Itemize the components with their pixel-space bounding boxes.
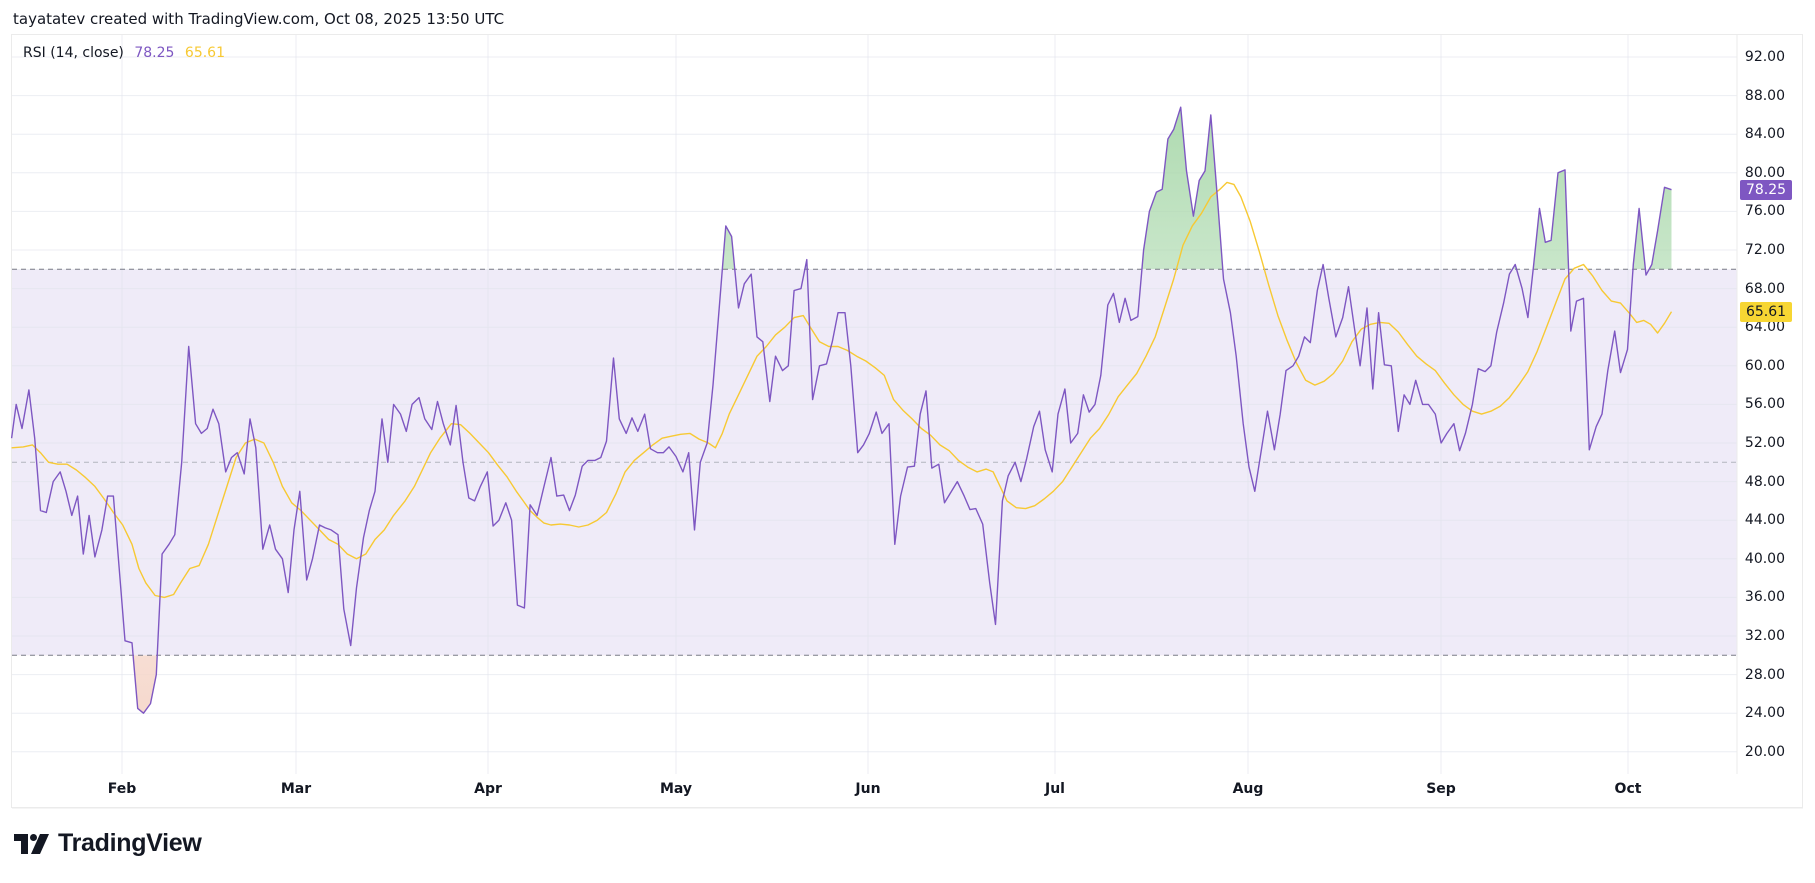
y-tick-label: 28.00 [1744,666,1785,683]
x-tick-label: Feb [107,781,137,797]
x-tick-label: May [659,781,693,797]
ma-last-value-tag: 65.61 [1740,301,1792,322]
y-tick-label: 56.00 [1744,396,1785,413]
y-tick-label: 40.00 [1744,550,1785,567]
tradingview-logo-icon [14,833,49,854]
y-tick-label: 64.00 [1744,319,1785,336]
indicator-legend[interactable]: RSI (14, close) 78.25 65.61 [23,45,225,61]
x-tick-label: Mar [280,781,312,797]
y-tick-label: 84.00 [1744,126,1785,143]
y-tick-label: 44.00 [1744,512,1785,529]
legend-title: RSI (14, close) [23,45,124,61]
y-tick-label: 20.00 [1744,743,1785,760]
rsi-band-fill [12,269,1737,656]
x-tick-label: Apr [474,781,502,797]
y-tick-label: 52.00 [1744,435,1785,451]
x-tick-label: Aug [1232,781,1264,797]
rsi-line[interactable] [10,106,1672,714]
x-tick-label: Oct [1614,781,1642,797]
x-tick-label: Jul [1045,781,1065,797]
y-tick-label: 24.00 [1744,705,1785,722]
x-tick-label: Sep [1426,781,1456,797]
attribution-header: tayatatev created with TradingView.com, … [13,10,505,28]
rsi-last-value-tag: 78.25 [1740,179,1792,200]
y-tick-label: 88.00 [1744,87,1785,104]
legend-rsi-value: 78.25 [134,45,175,61]
y-tick-label: 92.00 [1744,49,1785,65]
y-tick-label: 76.00 [1744,203,1785,220]
x-tick-label: Jun [855,781,881,797]
y-tick-label: 68.00 [1744,280,1785,297]
y-tick-label: 48.00 [1744,473,1785,490]
legend-ma-value: 65.61 [184,45,225,61]
y-tick-label: 60.00 [1744,357,1785,374]
y-tick-label: 80.00 [1744,164,1785,181]
tradingview-wordmark: TradingView [58,829,202,857]
y-tick-label: 32.00 [1744,628,1785,644]
y-tick-label: 36.00 [1744,589,1785,606]
rsi-ma-line[interactable] [11,181,1673,599]
tradingview-logo[interactable]: TradingView [14,829,202,858]
overbought-fill [722,107,1672,270]
y-tick-label: 72.00 [1744,242,1785,258]
